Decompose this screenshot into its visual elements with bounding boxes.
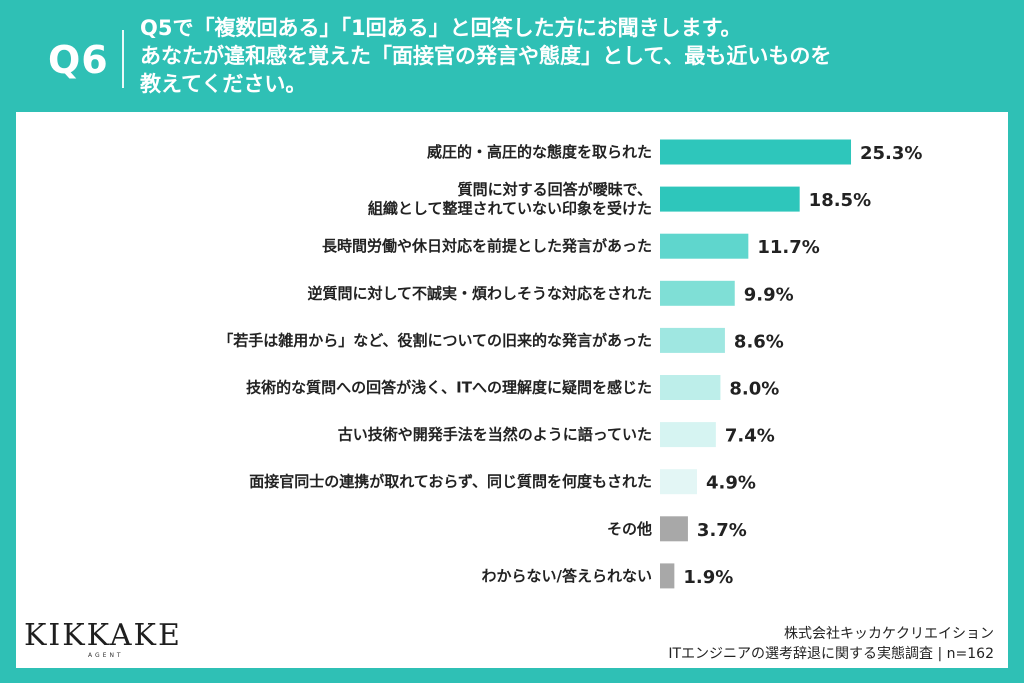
company-name: 株式会社キッカケクリエイション [784, 626, 994, 642]
category-label-10: わからない/答えられない [482, 567, 652, 585]
category-label-1: 威圧的・高圧的な態度を取られた [427, 143, 652, 161]
value-label-6: 8.0% [729, 379, 779, 400]
category-label-9: その他 [607, 520, 652, 538]
value-label-8: 4.9% [706, 473, 756, 494]
category-label-7: 古い技術や開発手法を当然のように語っていた [338, 426, 652, 444]
value-label-4: 9.9% [744, 284, 794, 305]
bar-chart: 威圧的・高圧的な態度を取られた 25.3% 質問に対する回答が曖昧で、組織として整理… [218, 139, 922, 589]
category-label-6: 技術的な質問への回答が浅く、ITへの理解度に疑問を感じた [246, 379, 652, 397]
question-line-3: 教えてください。 [140, 72, 307, 96]
bar-6 [660, 375, 721, 400]
bar-7 [660, 422, 716, 448]
chart-panel: 威圧的・高圧的な態度を取られた 25.3% 質問に対する回答が曖昧で、組織として整理… [16, 112, 1008, 668]
bar-9 [660, 516, 688, 542]
category-label-5: 「若手は雑用から」など、役割についての旧来的な発言があった [218, 331, 652, 349]
survey-info: ITエンジニアの選考辞退に関する実態調査 | n=162 [668, 646, 994, 662]
company-logo-subtitle: AGENT [88, 652, 124, 659]
category-label-2: 質問に対する回答が曖昧で、組織として整理されていない印象を受けた [368, 181, 652, 218]
bar-5 [660, 327, 725, 353]
bar-3 [660, 233, 749, 259]
bar-10 [660, 563, 675, 589]
question-line-1: Q5で「複数回ある」「1回ある」と回答した方にお聞きします。 [140, 16, 742, 40]
category-label-4: 逆質問に対して不誠実・煩わしそうな対応をされた [307, 284, 652, 302]
category-label-8: 面接官同士の連携が取れておらず、同じ質問を何度もされた [249, 473, 652, 491]
bar-1 [660, 139, 852, 165]
company-logo: KIKKAKE [24, 618, 182, 653]
value-label-9: 3.7% [697, 520, 747, 541]
value-label-7: 7.4% [725, 426, 775, 447]
category-label-3: 長時間労働や休日対応を前提とした発言があった [322, 237, 652, 255]
question-number: Q6 [48, 38, 109, 82]
question-header: Q6 Q5で「複数回ある」「1回ある」と回答した方にお聞きします。 あなたが違和… [0, 0, 1024, 112]
value-label-5: 8.6% [734, 331, 784, 352]
bar-2 [660, 186, 800, 212]
question-line-2: あなたが違和感を覚えた「面接官の発言や態度」として、最も近いものを [140, 44, 832, 68]
value-label-3: 11.7% [757, 237, 819, 258]
bar-8 [660, 469, 697, 495]
footer-credits: 株式会社キッカケクリエイション ITエンジニアの選考辞退に関する実態調査 | n… [668, 624, 994, 664]
value-label-1: 25.3% [860, 143, 922, 164]
bar-4 [660, 280, 735, 306]
value-label-10: 1.9% [683, 567, 733, 588]
question-text: Q5で「複数回ある」「1回ある」と回答した方にお聞きします。 あなたが違和感を覚… [140, 14, 1000, 98]
value-label-2: 18.5% [809, 190, 871, 211]
header-divider [122, 30, 124, 88]
